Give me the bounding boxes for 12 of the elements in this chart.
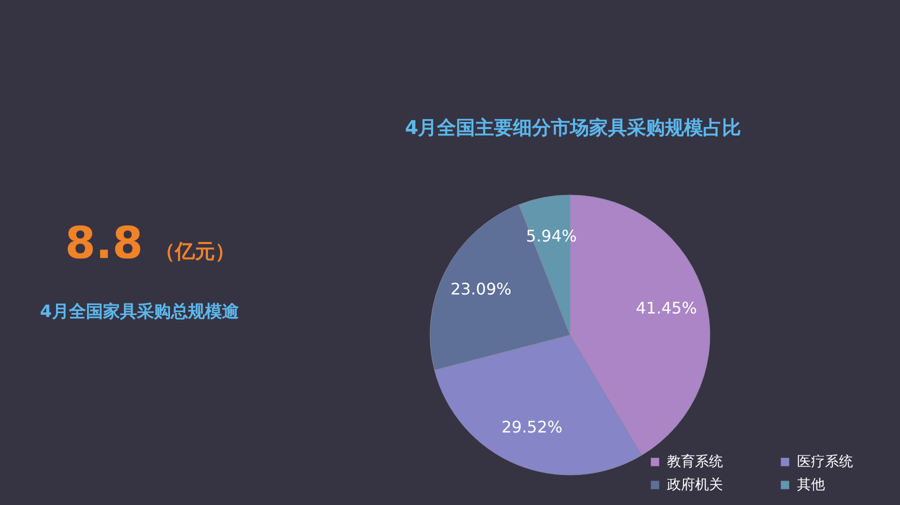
data-label: 29.52%: [501, 417, 562, 436]
text: （亿元）: [155, 239, 235, 263]
chart-title: 4月全国主要细分市场家具采购规模占比: [405, 117, 742, 139]
legend-label: 医疗系统: [797, 454, 853, 470]
legend-label: 教育系统: [667, 453, 723, 470]
text: 4月全国家具采购总规模逾: [40, 302, 239, 322]
data-label: 5.94%: [526, 226, 577, 246]
legend-label: 政府机关: [667, 477, 723, 493]
legend-label: 其他: [797, 477, 825, 493]
data-label: 23.09%: [450, 280, 512, 299]
text: 8.8: [65, 218, 143, 269]
data-label: 41.45%: [636, 298, 697, 318]
